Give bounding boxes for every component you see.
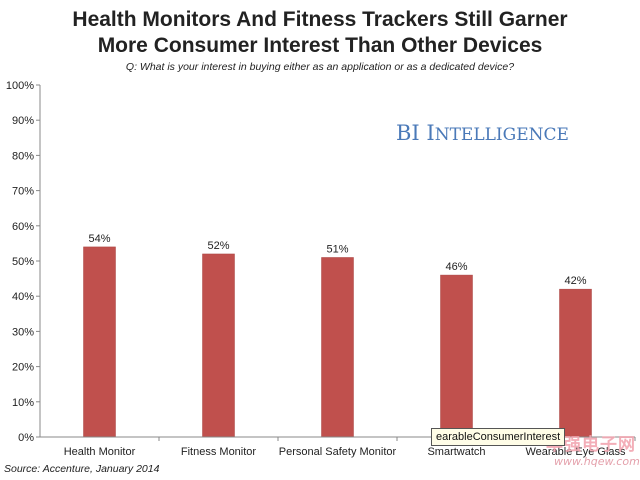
x-category-label: Wearable Eye Glass — [525, 446, 626, 458]
chart-title-line-1: Health Monitors And Fitness Trackers Sti… — [72, 8, 568, 31]
y-tick-label: 70% — [12, 186, 34, 198]
brand-second: INTELLIGENCE — [426, 121, 569, 145]
y-tick-label: 20% — [12, 362, 34, 374]
bar-value-label: 42% — [564, 275, 586, 287]
y-axis: 0% 10% 20% 30% 40% 50% 60% 70% 80% 90% 100% — [6, 80, 41, 444]
x-category-label: Fitness Monitor — [181, 446, 257, 458]
bar — [83, 246, 116, 438]
bar — [440, 274, 473, 438]
chart-subtitle: Q: What is your interest in buying eithe… — [125, 61, 515, 73]
bar-value-label: 54% — [88, 233, 110, 245]
brand-first: BI — [396, 121, 420, 145]
bar-value-label: 51% — [326, 243, 348, 255]
y-tick-label: 50% — [12, 256, 34, 268]
y-tick-label: 90% — [12, 115, 34, 127]
chart-title-line-2: More Consumer Interest Than Other Device… — [97, 34, 543, 57]
bar-value-label: 52% — [207, 240, 229, 252]
watermark-logo: 华强电子网 — [546, 435, 636, 455]
y-tick-label: 80% — [12, 150, 34, 162]
bar — [202, 253, 235, 438]
watermark-url: www.hqew.com — [554, 455, 640, 468]
bar — [559, 288, 592, 438]
y-tick-label: 60% — [12, 221, 34, 233]
y-tick-label: 30% — [12, 326, 34, 338]
hover-tooltip: earableConsumerInterest — [431, 428, 566, 446]
x-category-label: Personal Safety Monitor — [279, 446, 397, 458]
y-tick-label: 0% — [18, 432, 34, 444]
y-tick-label: 40% — [12, 291, 34, 303]
x-category-label: Health Monitor — [64, 446, 136, 458]
source-note: Source: Accenture, January 2014 — [4, 463, 160, 475]
y-tick-label: 10% — [12, 397, 34, 409]
x-category-label: Smartwatch — [427, 446, 485, 458]
bar — [321, 257, 354, 438]
bars: 54% 52% 51% 46% 42% — [83, 233, 592, 438]
bar-value-label: 46% — [445, 261, 467, 273]
bi-intelligence-logo: BI INTELLIGENCE — [396, 121, 569, 145]
y-tick-label: 100% — [6, 80, 34, 92]
